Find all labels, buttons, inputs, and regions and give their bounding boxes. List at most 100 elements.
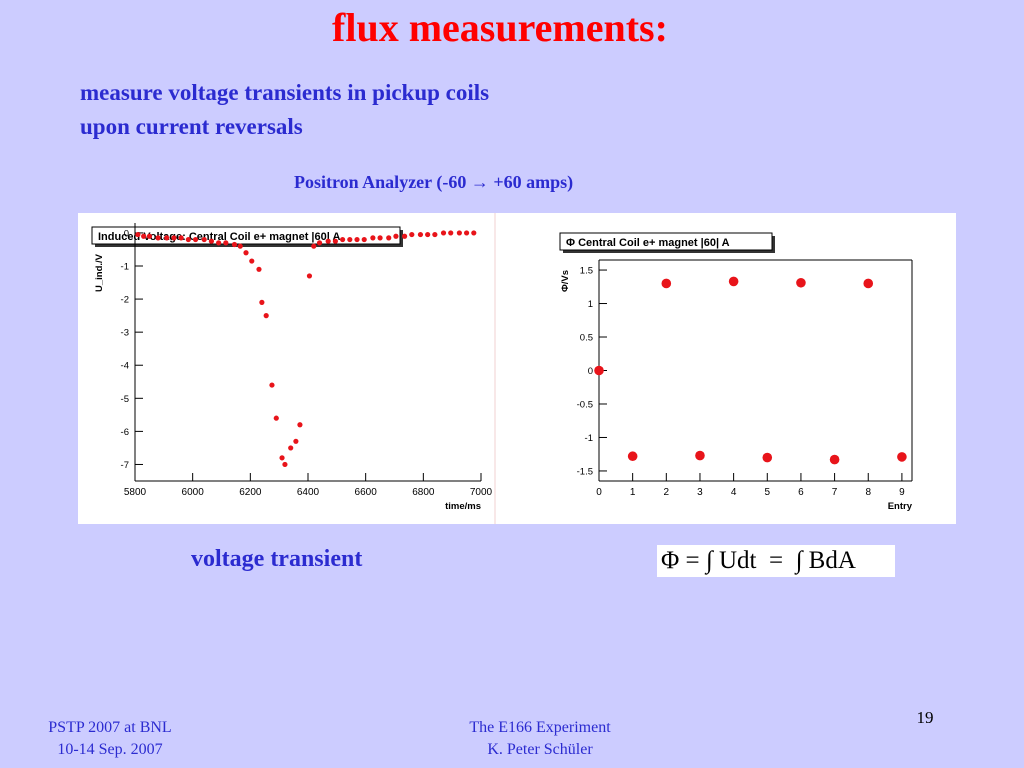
chart1-data-point	[135, 231, 141, 238]
chart1-data-point	[409, 231, 415, 238]
chart1-data-point	[417, 231, 424, 238]
chart1-data-point	[141, 233, 147, 239]
chart1-data-point	[463, 230, 470, 236]
chart1-data-point	[386, 235, 392, 241]
chart1-data-point	[471, 230, 477, 236]
chart2-y-tick-label: -1	[585, 433, 593, 444]
footer-conference: PSTP 2007 at BNL	[48, 719, 172, 736]
chart1-y-label: U_ind./V	[94, 253, 105, 292]
chart1-data-point	[216, 240, 222, 246]
chart1-data-point	[354, 236, 360, 243]
chart2-x-tick-label: 5	[764, 487, 770, 498]
chart1-data-point	[332, 238, 338, 244]
footer-experiment: The E166 Experiment	[469, 719, 611, 736]
slide-title: flux measurements:	[332, 5, 668, 50]
chart1-data-point	[185, 236, 191, 243]
chart1-data-point	[192, 236, 199, 243]
chart1-data-point	[440, 230, 447, 236]
chart1-data-point	[347, 236, 353, 243]
chart2-data-point	[627, 451, 638, 462]
chart1-data-point	[306, 273, 313, 279]
chart1-data-point	[325, 238, 331, 244]
chart1-data-point	[448, 230, 454, 236]
chart1-x-tick-label: 6600	[355, 487, 378, 498]
subtitle-line-2: upon current reversals	[80, 114, 303, 139]
chart1-data-point	[297, 422, 303, 428]
chart1-data-point	[263, 313, 269, 319]
chart1-x-tick-label: 6400	[297, 487, 320, 498]
chart1-data-point	[288, 445, 294, 451]
chart2-data-point	[829, 454, 840, 465]
chart1-y-tick-label: -2	[121, 295, 129, 306]
voltage-transient-caption: voltage transient	[191, 546, 363, 572]
chart2-data-point	[897, 452, 907, 462]
chart1-data-point	[231, 241, 238, 248]
chart1-data-point	[208, 238, 215, 244]
footer-dates: 10-14 Sep. 2007	[57, 741, 163, 758]
chart1-data-point	[456, 230, 462, 236]
chart1-x-tick-label: 7000	[470, 487, 493, 498]
chart2-y-tick-label: -0.5	[577, 399, 593, 410]
chart1-data-point	[171, 235, 177, 241]
chart2-title: Φ Central Coil e+ magnet |60| A	[566, 237, 730, 249]
chart1-y-tick-label: -4	[121, 361, 129, 372]
chart1-data-point	[269, 382, 275, 388]
chart2-x-tick-label: 9	[899, 487, 905, 498]
chart1-data-point	[237, 243, 243, 249]
chart1-data-point	[178, 235, 184, 241]
chart2-x-tick-label: 0	[596, 487, 602, 498]
chart2-data-point	[863, 278, 874, 289]
chart1-y-tick-label: -3	[121, 328, 129, 339]
chart2-data-point	[594, 365, 604, 376]
chart1-data-point	[243, 250, 249, 256]
chart1-x-tick-label: 6800	[412, 487, 435, 498]
chart1-data-point	[425, 231, 431, 238]
chart1-y-tick-label: -7	[121, 460, 129, 471]
chart2-data-point	[695, 450, 705, 461]
chart1-data-point	[249, 258, 255, 264]
chart2-x-tick-label: 7	[832, 487, 838, 498]
chart1-title-box	[91, 226, 401, 245]
subtitle-line-1: measure voltage transients in pickup coi…	[80, 80, 490, 105]
chart1-data-point	[432, 231, 438, 238]
chart1-data-point	[377, 235, 383, 241]
chart2-data-point	[728, 276, 739, 287]
chart1-data-point	[340, 236, 346, 243]
chart1-data-point	[316, 240, 323, 246]
chart1-data-point	[293, 438, 299, 444]
plot-caption: Positron Analyzer (-60 → +60 amps)	[294, 172, 574, 192]
chart2-y-tick-label: -1.5	[577, 466, 593, 477]
chart2-x-tick-label: 8	[865, 487, 871, 498]
chart2-x-tick-label: 1	[630, 487, 636, 498]
chart1-x-tick-label: 5800	[124, 487, 147, 498]
chart1-data-point	[311, 243, 317, 249]
chart2-title-box	[559, 232, 773, 251]
flux-formula: Φ = ∫ Udt = ∫ BdA	[657, 545, 895, 577]
chart1-data-point	[401, 233, 408, 239]
chart1-data-point	[164, 235, 170, 241]
chart1-y-tick-label: -1	[121, 262, 129, 273]
chart1-y-tick-label: -5	[121, 394, 129, 405]
chart2-y-tick-label: 1	[588, 299, 593, 310]
chart2-x-tick-label: 4	[731, 487, 737, 498]
chart1-data-point	[155, 235, 161, 241]
chart2-data-point	[762, 452, 773, 463]
footer-center: The E166 Experiment K. Peter Schüler	[430, 717, 650, 761]
chart2-data-point	[661, 278, 672, 289]
chart2-y-tick-label: 0	[588, 366, 593, 377]
chart2-x-tick-label: 2	[664, 487, 670, 498]
chart1-data-point	[273, 415, 279, 421]
chart1-x-tick-label: 6000	[182, 487, 205, 498]
chart1-y-tick-label: 0	[124, 228, 129, 239]
chart1-data-point	[361, 236, 367, 243]
chart2-x-label: Entry	[888, 501, 913, 512]
chart1-data-point	[370, 235, 376, 241]
figure-panel: Induced Voltage: Central Coil e+ magnet …	[78, 213, 956, 524]
chart2-x-tick-label: 3	[697, 487, 703, 498]
chart1-data-point	[393, 233, 399, 239]
chart1-data-point	[259, 299, 265, 305]
chart1-data-point	[256, 266, 262, 272]
footer-left: PSTP 2007 at BNL 10-14 Sep. 2007	[20, 717, 200, 761]
chart1-x-tick-label: 6200	[239, 487, 262, 498]
chart2-y-tick-label: 1.5	[580, 266, 593, 277]
